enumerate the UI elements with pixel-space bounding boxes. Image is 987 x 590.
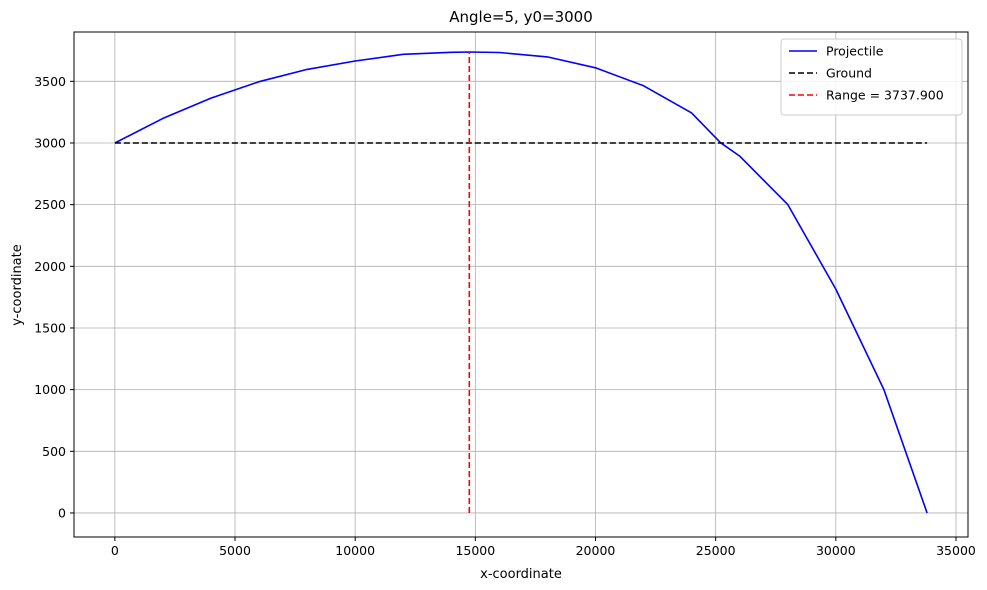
ticks: 0 5000 10000 15000 20000 25000 30000 35000 0 500 1… — [34, 74, 976, 558]
x-tick-label: 25000 — [696, 543, 736, 558]
series-line-0 — [114, 51, 928, 514]
x-tick-label: 35000 — [936, 543, 976, 558]
x-tick-label: 30000 — [816, 543, 856, 558]
y-tick-label: 0 — [58, 505, 66, 520]
x-tick-label: 20000 — [576, 543, 616, 558]
x-axis-label: x-coordinate — [480, 567, 562, 582]
x-tick-label: 5000 — [219, 543, 251, 558]
y-tick-label: 500 — [42, 444, 66, 459]
legend-label-2: Range = 3737.900 — [826, 88, 944, 103]
y-tick-label: 2000 — [34, 259, 66, 274]
legend-box — [780, 38, 963, 116]
chart-title: Angle=5, y0=3000 — [449, 8, 593, 26]
axes-frame — [73, 31, 969, 538]
y-tick-label: 1000 — [34, 382, 66, 397]
x-tick-label: 0 — [111, 543, 119, 558]
legend-label-1: Ground — [826, 66, 872, 81]
y-tick-label: 3500 — [34, 74, 66, 89]
y-axis-label: y-coordinate — [10, 244, 25, 326]
y-tick-label: 3000 — [34, 135, 66, 150]
y-tick-label: 1500 — [34, 320, 66, 335]
x-tick-label: 15000 — [455, 543, 495, 558]
y-tick-label: 2500 — [34, 197, 66, 212]
series-group — [114, 51, 928, 514]
x-tick-label: 10000 — [335, 543, 375, 558]
legend: Projectile Ground Range = 3737.900 — [780, 38, 963, 116]
legend-label-0: Projectile — [826, 44, 884, 59]
